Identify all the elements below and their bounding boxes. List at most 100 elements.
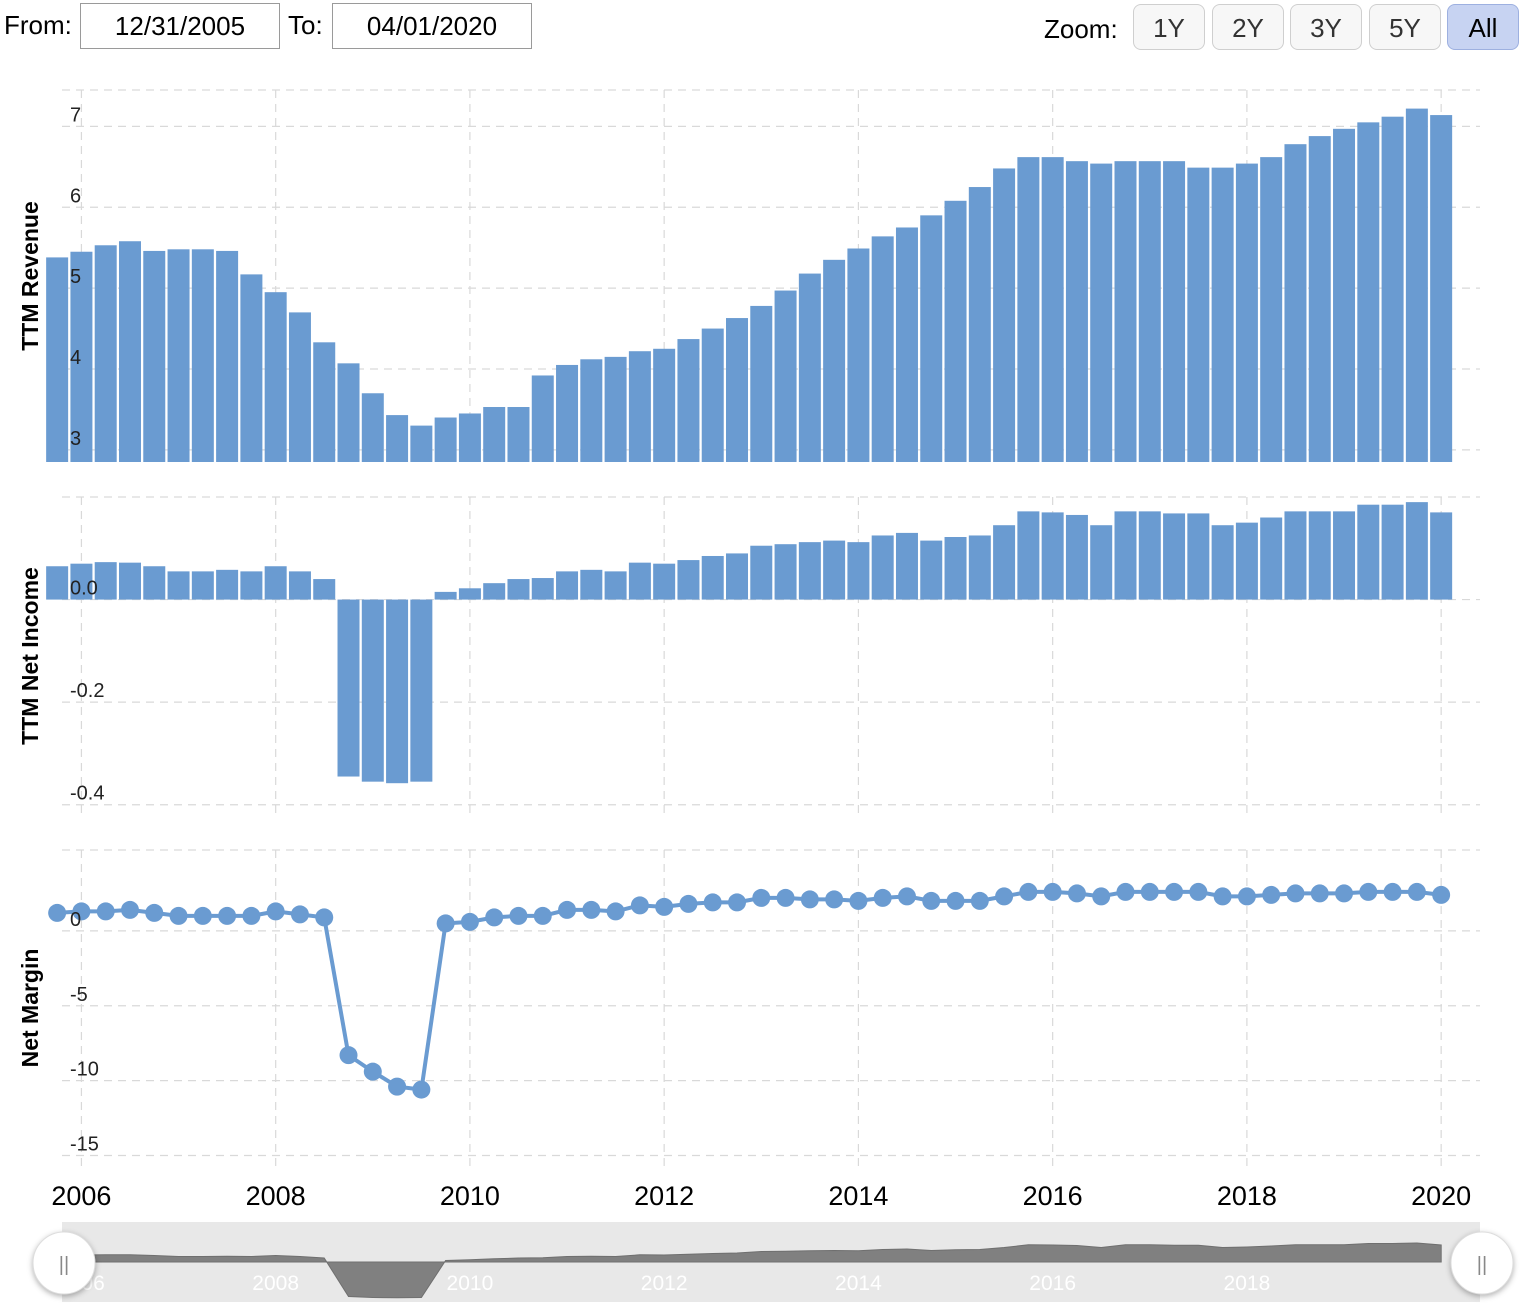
navigator-series-area xyxy=(56,1242,1442,1299)
bar-0-55 xyxy=(1381,116,1404,463)
from-label: From: xyxy=(4,10,72,40)
y-axis-title: Net Margin xyxy=(17,949,43,1068)
bar-0-27 xyxy=(701,328,724,462)
bar-0-34 xyxy=(871,236,894,462)
net-margin-point-37 xyxy=(946,891,965,910)
bar-0-24 xyxy=(628,351,651,462)
bar-0-31 xyxy=(798,273,821,462)
bar-1-2 xyxy=(94,562,117,600)
bar-0-45 xyxy=(1138,161,1161,462)
zoom-1y-button[interactable]: 1Y xyxy=(1133,4,1205,50)
bar-1-30 xyxy=(774,544,797,600)
net-margin-point-53 xyxy=(1335,884,1354,903)
net-margin-point-46 xyxy=(1165,882,1184,901)
navigator-left-handle[interactable] xyxy=(32,1231,96,1295)
bar-1-55 xyxy=(1381,504,1404,600)
x-tick-label: 2020 xyxy=(1411,1181,1471,1211)
bar-0-56 xyxy=(1405,108,1428,462)
bar-1-44 xyxy=(1114,511,1137,600)
bar-1-18 xyxy=(483,583,506,600)
y-tick-label: -0.2 xyxy=(70,680,104,702)
bar-1-7 xyxy=(216,569,239,600)
bar-0-10 xyxy=(288,312,311,462)
bar-1-41 xyxy=(1041,512,1064,600)
navigator-right-handle[interactable] xyxy=(1450,1231,1514,1295)
bar-1-56 xyxy=(1405,502,1428,600)
net-margin-point-30 xyxy=(776,888,795,907)
net-margin-point-43 xyxy=(1092,887,1111,906)
net-margin-point-47 xyxy=(1189,882,1208,901)
navigator-right-handle-grip: || xyxy=(1477,1254,1487,1276)
bar-0-8 xyxy=(240,274,263,462)
bar-1-5 xyxy=(167,571,190,600)
net-margin-point-26 xyxy=(679,894,698,913)
net-margin-point-10 xyxy=(290,905,309,924)
y-tick-label: -15 xyxy=(70,1134,99,1156)
x-tick-label: 2014 xyxy=(828,1181,888,1211)
net-margin-point-25 xyxy=(655,897,674,916)
bar-1-31 xyxy=(798,542,821,600)
bar-1-9 xyxy=(264,566,287,600)
navigator-left-handle-grip: || xyxy=(59,1254,69,1276)
net-margin-point-9 xyxy=(266,902,285,921)
bar-0-0 xyxy=(46,257,69,462)
net-margin-point-15 xyxy=(412,1080,431,1099)
bar-1-4 xyxy=(143,566,166,600)
bar-0-15 xyxy=(410,425,433,462)
net-margin-point-13 xyxy=(363,1062,382,1081)
x-tick-label: 2018 xyxy=(1217,1181,1277,1211)
bar-1-20 xyxy=(531,578,554,600)
net-margin-point-21 xyxy=(558,900,577,919)
y-tick-label: 6 xyxy=(70,185,81,207)
bar-0-20 xyxy=(531,375,554,462)
zoom-5y-button[interactable]: 5Y xyxy=(1369,4,1441,50)
net-margin-point-52 xyxy=(1310,884,1329,903)
y-axis-title: TTM Revenue xyxy=(17,201,43,351)
bar-0-22 xyxy=(580,359,603,462)
net-margin-point-12 xyxy=(339,1046,358,1065)
bar-0-41 xyxy=(1041,157,1064,462)
net-margin-point-51 xyxy=(1286,884,1305,903)
bar-0-52 xyxy=(1308,136,1331,463)
x-tick-label: 2012 xyxy=(634,1181,694,1211)
y-tick-label: -10 xyxy=(70,1059,99,1081)
bar-0-11 xyxy=(313,342,336,462)
net-margin-point-39 xyxy=(995,887,1014,906)
zoom-2y-button[interactable]: 2Y xyxy=(1212,4,1284,50)
net-margin-point-31 xyxy=(800,890,819,909)
net-margin-point-14 xyxy=(388,1077,407,1096)
bar-1-28 xyxy=(726,553,749,600)
y-tick-label: 0 xyxy=(70,909,81,931)
bar-1-27 xyxy=(701,555,724,600)
bar-0-57 xyxy=(1430,115,1453,462)
from-date-input[interactable]: 12/31/2005 xyxy=(80,3,280,49)
zoom-3y-button[interactable]: 3Y xyxy=(1290,4,1362,50)
bar-1-53 xyxy=(1333,511,1356,600)
bar-0-42 xyxy=(1065,161,1088,462)
bar-0-26 xyxy=(677,339,700,462)
bar-0-40 xyxy=(1017,157,1040,462)
bar-0-37 xyxy=(944,200,967,462)
net-margin-point-17 xyxy=(460,912,479,931)
net-margin-point-3 xyxy=(120,900,139,919)
net-margin-point-45 xyxy=(1140,882,1159,901)
bar-1-36 xyxy=(920,540,943,600)
to-date-input[interactable]: 04/01/2020 xyxy=(332,3,532,49)
y-tick-label: 0.0 xyxy=(70,578,98,600)
bar-0-43 xyxy=(1090,163,1113,462)
bar-0-1 xyxy=(70,251,93,462)
net-margin-point-36 xyxy=(922,891,941,910)
net-margin-point-57 xyxy=(1432,885,1451,904)
net-margin-point-55 xyxy=(1383,882,1402,901)
net-margin-point-11 xyxy=(315,908,334,927)
y-tick-label: 3 xyxy=(70,428,81,450)
bar-0-51 xyxy=(1284,144,1307,462)
bar-1-22 xyxy=(580,569,603,600)
navigator-tick-label: 2008 xyxy=(252,1272,299,1295)
bar-1-48 xyxy=(1211,525,1234,600)
bar-1-40 xyxy=(1017,511,1040,600)
bar-1-57 xyxy=(1430,512,1453,600)
zoom-all-button[interactable]: All xyxy=(1447,4,1519,50)
bar-0-32 xyxy=(823,259,846,462)
